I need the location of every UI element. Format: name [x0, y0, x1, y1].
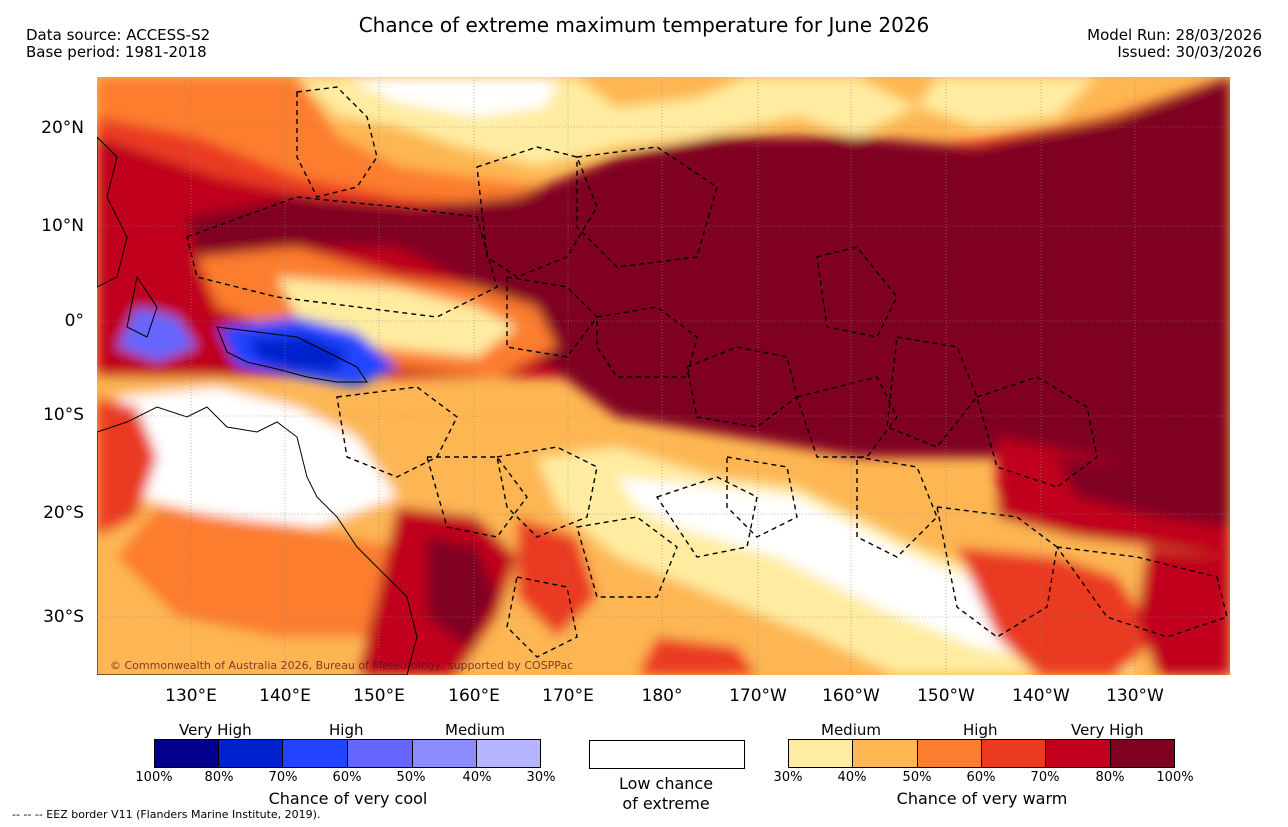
issued-date: Issued: 30/03/2026: [1117, 43, 1262, 61]
lon-label-150w: 150°W: [917, 686, 975, 706]
warm-category-very-high: Very High: [1071, 721, 1144, 739]
eez-footnote: -- -- -- EEZ border V11 (Flanders Marine…: [12, 808, 321, 821]
warm-colorbar-title: Chance of very warm: [896, 789, 1068, 808]
graticule: [97, 77, 1230, 675]
run-info: Model Run: 28/03/2026 Issued: 30/03/2026: [1087, 27, 1262, 61]
low-chance-label: Low chance of extreme: [566, 774, 766, 814]
lat-label-10n: 10°N: [41, 216, 84, 236]
source-info: Data source: ACCESS-S2 Base period: 1981…: [26, 27, 210, 61]
philippines-coastline: [97, 136, 128, 288]
lon-label-140e: 140°E: [259, 686, 311, 706]
cool-swatch-5: [412, 739, 477, 768]
warm-swatch-2: [852, 739, 918, 768]
lon-label-130w: 130°W: [1106, 686, 1164, 706]
cool-tick-30: 30%: [526, 770, 556, 785]
png-coastline: [216, 326, 368, 383]
lat-label-10s: 10°S: [43, 405, 84, 425]
lon-label-170e: 170°E: [542, 686, 594, 706]
copyright-notice: © Commonwealth of Australia 2026, Bureau…: [110, 659, 574, 672]
warm-tick-30: 30%: [773, 770, 803, 785]
low-chance-line2: of extreme: [622, 794, 710, 813]
map-title: Chance of extreme maximum temperature fo…: [358, 13, 930, 37]
base-period: Base period: 1981-2018: [26, 43, 207, 61]
warm-swatch-3: [917, 739, 982, 768]
warm-tick-100: 100%: [1156, 770, 1194, 785]
australia-coastline: [97, 406, 418, 675]
lon-label-150e: 150°E: [353, 686, 405, 706]
warm-colorbar: [788, 739, 1175, 768]
cool-category-medium: Medium: [445, 721, 505, 739]
eez-borders: [186, 86, 1228, 658]
model-run: Model Run: 28/03/2026: [1087, 26, 1262, 44]
warm-tick-40: 40%: [837, 770, 867, 785]
data-source: Data source: ACCESS-S2: [26, 26, 211, 44]
warm-tick-60: 60%: [966, 770, 996, 785]
lon-label-170w: 170°W: [729, 686, 787, 706]
cool-colorbar-title: Chance of very cool: [268, 789, 428, 808]
warm-tick-80: 80%: [1095, 770, 1125, 785]
cool-swatch-6: [476, 739, 541, 768]
warm-swatch-6: [1110, 739, 1175, 768]
lon-label-160e: 160°E: [448, 686, 500, 706]
cool-tick-70: 70%: [268, 770, 298, 785]
cool-category-very-high: Very High: [179, 721, 252, 739]
cool-tick-50: 50%: [396, 770, 426, 785]
lat-label-20s: 20°S: [43, 503, 84, 523]
cool-swatch-3: [282, 739, 348, 768]
cool-tick-60: 60%: [332, 770, 362, 785]
lat-label-20n: 20°N: [41, 118, 84, 138]
forecast-map: [97, 77, 1230, 675]
lon-label-140w: 140°W: [1012, 686, 1070, 706]
lat-label-0: 0°: [64, 311, 84, 331]
warm-swatch-1: [788, 739, 853, 768]
warm-swatch-5: [1045, 739, 1111, 768]
cool-swatch-4: [347, 739, 413, 768]
lat-label-30s: 30°S: [43, 607, 84, 627]
warm-swatch-4: [981, 739, 1046, 768]
cool-colorbar: [154, 739, 541, 768]
warm-category-medium: Medium: [821, 721, 881, 739]
warm-tick-70: 70%: [1030, 770, 1060, 785]
cool-tick-80: 80%: [204, 770, 234, 785]
indonesia-coastline: [126, 275, 158, 338]
cool-tick-100: 100%: [135, 770, 173, 785]
lon-label-180: 180°: [641, 686, 683, 706]
cool-tick-40: 40%: [462, 770, 492, 785]
warm-category-high: High: [963, 721, 998, 739]
low-chance-swatch: [589, 740, 745, 769]
cool-category-high: High: [329, 721, 364, 739]
low-chance-line1: Low chance: [618, 774, 714, 793]
lon-label-160w: 160°W: [822, 686, 880, 706]
cool-swatch-1: [154, 739, 219, 768]
warm-tick-50: 50%: [902, 770, 932, 785]
lon-label-130e: 130°E: [165, 686, 217, 706]
cool-swatch-2: [218, 739, 283, 768]
